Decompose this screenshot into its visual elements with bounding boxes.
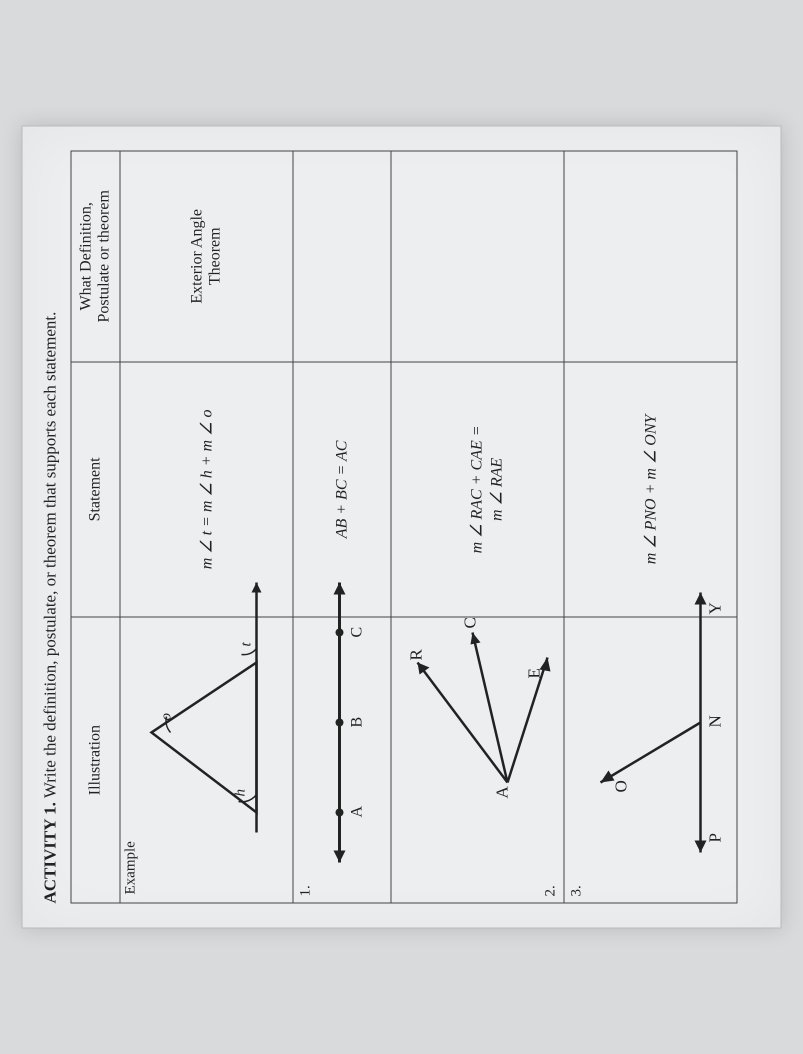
ray-c: C [461, 617, 480, 628]
table-row-2: 2. A R C E [391, 151, 564, 903]
table-header-row: Illustration Statement What Definition, … [71, 151, 120, 903]
activity-title: ACTIVITY 1. Write the definition, postul… [41, 151, 61, 904]
point-a: A [349, 806, 366, 818]
definition-3 [564, 151, 737, 362]
label-t: t [239, 642, 255, 647]
three-rays-diagram: A R C E [398, 553, 558, 893]
point-p: P [706, 833, 725, 842]
table-row-3: 3. P N Y O m ∠ PNO + m ∠ ONY [564, 151, 737, 903]
illustration-1: 1. A B C [293, 617, 391, 903]
row-number-1: 1. [298, 885, 315, 896]
ray-e: E [525, 668, 544, 678]
worksheet-table: Illustration Statement What Definition, … [71, 151, 738, 904]
vertex-a: A [493, 786, 512, 799]
definition-1 [293, 151, 391, 362]
triangle-exterior-diagram: h o t [127, 553, 287, 893]
label-o: o [159, 713, 175, 721]
example-tag: Example [123, 839, 140, 896]
activity-label-bold: ACTIVITY 1. [41, 802, 60, 903]
row-number-3: 3. [569, 885, 586, 896]
header-statement: Statement [71, 362, 120, 618]
table-row-1: 1. A B C AB + BC = AC [293, 151, 391, 903]
activity-label-rest: Write the definition, postulate, or theo… [41, 312, 60, 802]
row-number-2: 2. [543, 885, 560, 896]
header-illustration: Illustration [71, 617, 120, 903]
table-row-example: Example h o t m ∠ t = m [120, 151, 293, 903]
segment-diagram: A B C [300, 553, 385, 893]
ray-r: R [407, 649, 426, 661]
definition-example: Exterior Angle Theorem [120, 151, 293, 362]
header-definition: What Definition, Postulate or theorem [71, 151, 120, 362]
illustration-2: 2. A R C E [391, 617, 564, 903]
definition-2 [391, 151, 564, 362]
worksheet-page: ACTIVITY 1. Write the definition, postul… [22, 126, 782, 929]
line-ray-diagram: P N Y O [571, 553, 731, 893]
point-n: N [706, 715, 725, 727]
label-h: h [233, 789, 249, 797]
point-b: B [349, 717, 366, 728]
point-y: Y [706, 602, 725, 614]
illustration-3: 3. P N Y O [564, 617, 737, 903]
illustration-example: Example h o t [120, 617, 293, 903]
point-c: C [349, 627, 366, 638]
point-o: O [612, 780, 631, 792]
